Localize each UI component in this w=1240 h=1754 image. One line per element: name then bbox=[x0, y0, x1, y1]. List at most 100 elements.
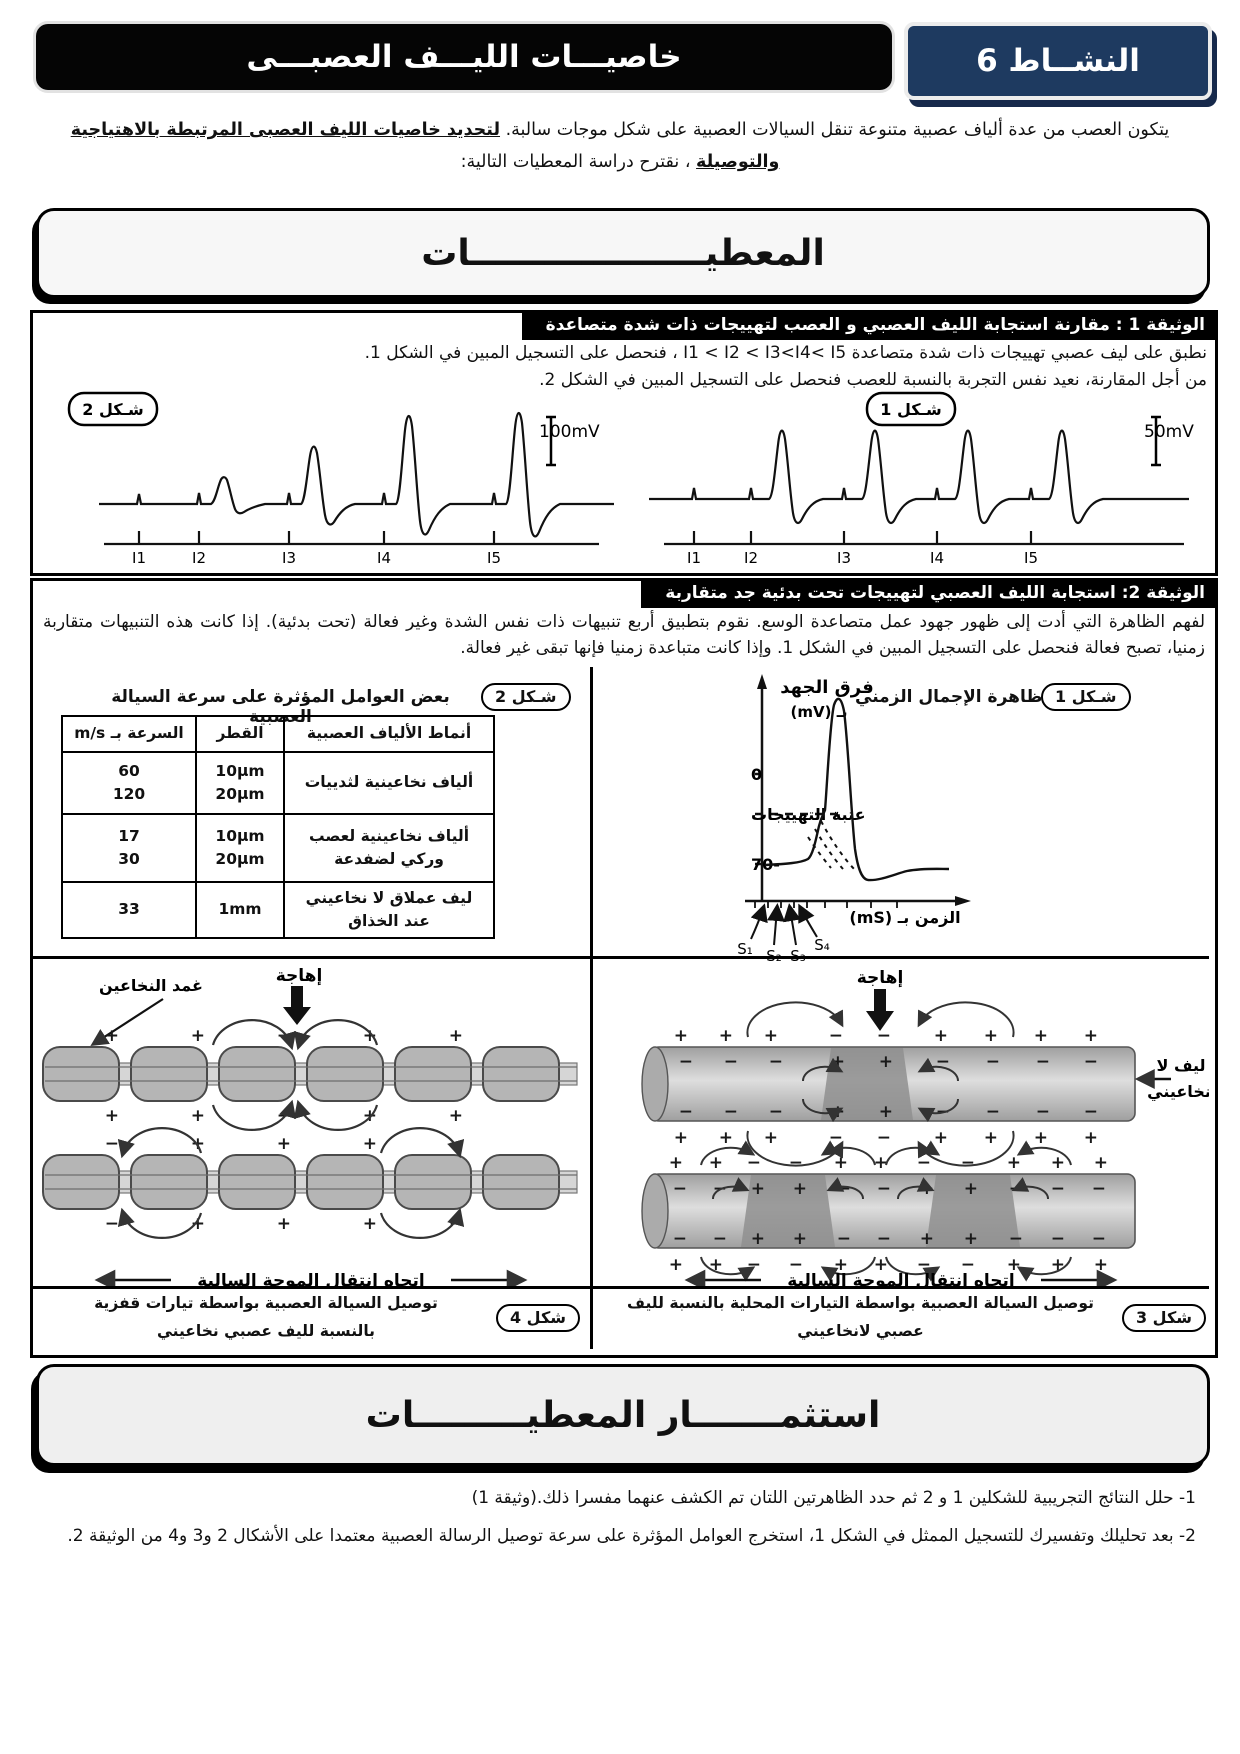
intro-bold: لتحديد خاصيات الليف العصبى المرتبطة بالا… bbox=[70, 120, 780, 173]
data-section-banner: المعطيـــــــــــــــــــات bbox=[36, 208, 1210, 298]
intro-part1: يتكون العصب من عدة ألياف عصبية متنوعة تن… bbox=[500, 120, 1170, 140]
fig3-stimulation-label: إهاجة bbox=[857, 968, 904, 988]
doc2-horizontal-divider bbox=[33, 956, 1209, 959]
fig4-caption: توصيل السيالة العصبية بواسطة تيارات قفزي… bbox=[36, 1290, 496, 1346]
doc1-intensities: I1 < I2 < I3<I4< I5 bbox=[683, 342, 847, 363]
unmyelinated-fiber-diagram: إهاجة +++−−++++ −−−++−−−− −−−++−−−− +++−… bbox=[641, 968, 1209, 1286]
graph-x-axis-arrowhead bbox=[955, 896, 971, 906]
fig4-fiber2-axon-lines bbox=[45, 1174, 577, 1190]
row2-type-line1: ألياف نخاعينية لعصب bbox=[308, 826, 470, 845]
fig1-badge-outline bbox=[865, 391, 957, 427]
header-diameter: القطر bbox=[195, 715, 285, 753]
intro-part2: ، نقترح دراسة المعطيات التالية: bbox=[460, 152, 697, 173]
fig3-stimulation-arrow bbox=[866, 989, 894, 1031]
document-2-header-row: الوثيقة 2: استجابة الليف العصبي لتهييجات… bbox=[33, 581, 1215, 608]
fig3-fiber-label-line1: ليف لا bbox=[1156, 1056, 1205, 1075]
row2-speed-1: 17 bbox=[118, 826, 140, 845]
graph-stim-arrow-1 bbox=[750, 903, 768, 940]
fig3-caption: توصيل السيالة العصبية بواسطة التيارات ال… bbox=[599, 1290, 1122, 1346]
document-1-header-row: الوثيقة 1 : مقارنة استجابة الليف العصبي … bbox=[33, 313, 1215, 340]
document-2-title: الوثيقة 2: استجابة الليف العصبي لتهييجات… bbox=[641, 581, 1215, 608]
graph-ylabel: فرق الجهد bbox=[780, 677, 874, 698]
graph-subthreshold-3 bbox=[820, 820, 856, 871]
fig4-fiber1-myelin-segments bbox=[42, 1046, 560, 1102]
row3-diam-1: 1mm bbox=[218, 900, 262, 919]
fig1-scale-bracket bbox=[1151, 415, 1161, 467]
fig2-scale-bracket bbox=[546, 415, 556, 467]
document-2-paragraph: لفهم الظاهرة التي أدت إلى ظهور جهود عمل … bbox=[43, 611, 1205, 659]
fig4-stimulation-arrow bbox=[283, 986, 311, 1025]
fig1-scale-label: 50mV bbox=[1144, 422, 1194, 442]
row1-speed-2: 120 bbox=[112, 785, 146, 803]
header-fiber-types: أنماط الألياف العصبية bbox=[283, 715, 495, 753]
document-1-line1: نطبق على ليف عصبي تهييجات ذات شدة متصاعد… bbox=[33, 340, 1215, 368]
table-badge: شـكل 2 bbox=[481, 683, 571, 711]
doc1-line1-c: ، فنحصل على التسجيل المبين في الشكل 1. bbox=[364, 342, 684, 363]
row2-diam-1: 10μm bbox=[215, 826, 265, 845]
fig4-fiber2: −+++− −+++− bbox=[42, 1127, 578, 1239]
page-title-box: خاصيـــات الليـــف العصبـــى bbox=[36, 24, 892, 90]
graph-badge-label: شـكل 1 bbox=[1041, 683, 1131, 711]
fig2-scale-label: 100mV bbox=[539, 422, 600, 442]
fig4-fiber2-node-charges-bottom: −+++− bbox=[105, 1214, 463, 1234]
fig3-caption-badge: شكل 3 bbox=[1121, 1304, 1206, 1332]
fig4-fiber1-saltatory-arcs bbox=[211, 1019, 379, 1131]
fig3-caption-line1: توصيل السيالة العصبية بواسطة التيارات ال… bbox=[627, 1294, 1094, 1313]
fig4-fiber2-myelin-segments bbox=[42, 1154, 560, 1210]
exploitation-section-banner: استثمـــــــار المعطيـــــــــات bbox=[36, 1364, 1210, 1466]
question-2: 2- بعد تحليلك وتفسيرك للتسجيل الممثل في … bbox=[67, 1526, 1196, 1547]
doc1-line1-a: نطبق على ليف عصبي تهييجات ذات شدة متصاعد… bbox=[846, 342, 1207, 363]
fig3-fiber1-charges-bottom-outside: +++−−++++ bbox=[674, 1128, 1098, 1148]
fig3-fiber1-active-zone bbox=[821, 1048, 913, 1120]
doc1-figure1-fiber-recording: شـكل 1 50mV I1 I2 I3 I4 I5 bbox=[649, 391, 1194, 567]
fig4-fiber2-node-charges-top: −+++− bbox=[105, 1134, 463, 1154]
intro-paragraph: يتكون العصب من عدة ألياف عصبية متنوعة تن… bbox=[40, 114, 1200, 179]
row2-diam-2: 20μm bbox=[215, 850, 265, 868]
graph-s2-label: S₂ bbox=[766, 947, 782, 965]
fig2-tick-I5: I5 bbox=[487, 549, 501, 567]
fig4-fiber1-node-charges-top: ++−++ bbox=[105, 1026, 463, 1046]
page-title: خاصيـــات الليـــف العصبـــى bbox=[246, 39, 682, 75]
fig4-myelin-label-arrow bbox=[90, 998, 164, 1046]
graph-yunit: بـ (mV) bbox=[791, 703, 848, 721]
fig1-waveform-trace bbox=[649, 429, 1189, 524]
fig1-tick-I3: I3 bbox=[837, 549, 851, 567]
fig1-badge-label: شـكل 1 bbox=[880, 400, 942, 419]
fig1-tick-I4: I4 bbox=[930, 549, 944, 567]
graph-stim-arrow-4 bbox=[798, 903, 818, 938]
fig3-caption-line2: عصبي لانخاعيني bbox=[797, 1322, 924, 1340]
fig2-badge-outline bbox=[67, 391, 159, 427]
fig2-timeline bbox=[104, 531, 599, 546]
fig2-tick-I4: I4 bbox=[377, 549, 391, 567]
fig3-caption-row: شكل 3 توصيل السيالة العصبية بواسطة التيا… bbox=[599, 1289, 1212, 1347]
fig2-tick-I1: I1 bbox=[132, 549, 146, 567]
doc2-caption-divider bbox=[33, 1286, 1209, 1289]
doc1-figure2-nerve-recording: شـكل 2 100mV I1 I2 I3 I4 I5 bbox=[67, 391, 614, 567]
graph-zero-label: 0 bbox=[751, 765, 762, 784]
fig4-caption-line1: توصيل السيالة العصبية بواسطة تيارات قفزي… bbox=[94, 1294, 438, 1313]
fig3-fiber2-active-zone-2 bbox=[926, 1175, 1020, 1247]
activity-number-badge: النشــاط 6 bbox=[904, 22, 1212, 100]
fig4-caption-row: شكل 4 توصيل السيالة العصبية بواسطة تيارا… bbox=[36, 1289, 586, 1347]
graph-threshold-label: عتبة التهييجات bbox=[751, 805, 866, 824]
fig3-fiber2-end-cap bbox=[641, 1173, 669, 1249]
temporal-summation-graph: فرق الجهد بـ (mV) 0 -70 عتبة التهييجات S… bbox=[737, 674, 971, 965]
fig3-fiber2-active-zone-1 bbox=[741, 1175, 835, 1247]
fig4-fiber1: ++−++ ++−++ bbox=[42, 1019, 578, 1131]
graph-stim-arrow-3 bbox=[783, 903, 801, 946]
graph-s4-label: S₄ bbox=[814, 936, 830, 954]
fig1-tick-I2: I2 bbox=[744, 549, 758, 567]
graph-s1-label: S₁ bbox=[737, 940, 753, 958]
fig4-fiber2-saltatory-arcs bbox=[117, 1127, 465, 1239]
fig2-tick-I2: I2 bbox=[192, 549, 206, 567]
fig3-fiber2-charges-top-outside: ++−−++−−+++ bbox=[669, 1153, 1108, 1173]
graph-subthreshold-2 bbox=[814, 828, 844, 870]
fig3-direction-label: اتجاه انتقال الموجة السالبة bbox=[787, 1271, 1015, 1286]
fig1-timeline bbox=[664, 531, 1184, 546]
document-1-line2: من أجل المقارنة، نعيد نفس التجربة بالنسب… bbox=[539, 370, 1207, 391]
graph-y-axis-arrowhead bbox=[757, 674, 767, 689]
graph-title: ظاهرة الإجمال الزمني bbox=[855, 687, 1043, 707]
fig2-waveform-trace bbox=[99, 412, 614, 538]
graph-s3-label: S₃ bbox=[790, 947, 806, 965]
table-row: ليف عملاق لا نخاعيني عند الخذاق 1mm 33 bbox=[61, 881, 495, 939]
